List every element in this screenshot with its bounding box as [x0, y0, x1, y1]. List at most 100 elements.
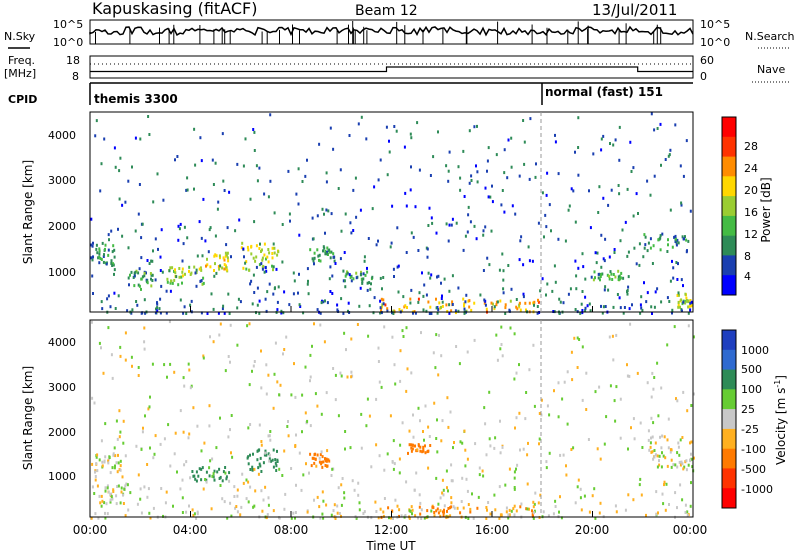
heatmap-cell	[566, 370, 569, 374]
heatmap-cell	[639, 303, 642, 307]
heatmap-cell	[183, 225, 186, 229]
heatmap-cell	[163, 363, 166, 367]
heatmap-cell	[328, 459, 331, 463]
heatmap-cell	[618, 296, 621, 300]
heatmap-cell	[137, 283, 140, 287]
heatmap-cell	[126, 483, 129, 487]
heatmap-cell	[684, 292, 687, 296]
heatmap-cell	[202, 276, 205, 280]
heatmap-cell	[370, 516, 373, 520]
heatmap-cell	[179, 222, 182, 226]
heatmap-cell	[419, 445, 422, 449]
heatmap-cell	[469, 510, 472, 514]
heatmap-cell	[217, 200, 220, 204]
heatmap-cell	[97, 256, 100, 260]
heatmap-cell	[423, 516, 426, 520]
heatmap-cell	[676, 506, 678, 510]
heatmap-cell	[417, 297, 420, 301]
heatmap-cell	[554, 280, 557, 284]
heatmap-cell	[371, 207, 374, 211]
heatmap-cell	[545, 225, 548, 229]
heatmap-cell	[313, 251, 316, 255]
heatmap-cell	[265, 453, 268, 457]
heatmap-cell	[134, 229, 137, 233]
heatmap-cell	[659, 435, 661, 439]
heatmap-cell	[218, 254, 221, 258]
heatmap-cell	[250, 252, 253, 256]
velocity-cbar-label: Velocity [m s-1]	[773, 375, 788, 465]
heatmap-cell	[653, 174, 656, 178]
heatmap-cell	[486, 256, 489, 260]
xtick-2400: 00:00	[673, 523, 708, 537]
heatmap-cell	[473, 301, 476, 305]
heatmap-cell	[496, 358, 499, 362]
heatmap-cell	[141, 222, 144, 226]
heatmap-cell	[320, 450, 323, 454]
heatmap-cell	[173, 370, 176, 374]
heatmap-cell	[401, 309, 404, 313]
heatmap-cell	[638, 483, 641, 487]
heatmap-cell	[466, 230, 469, 234]
heatmap-cell	[420, 508, 423, 512]
heatmap-cell	[615, 333, 618, 337]
heatmap-cell	[436, 275, 438, 279]
heatmap-cell	[150, 273, 153, 277]
heatmap-cell	[173, 452, 176, 456]
heatmap-cell	[194, 271, 197, 275]
colorbar-swatch	[722, 196, 736, 217]
heatmap-cell	[273, 251, 276, 255]
heatmap-cell	[124, 200, 127, 204]
heatmap-cell	[510, 509, 513, 513]
heatmap-cell	[572, 189, 575, 193]
freq-label-line1: Freq.	[8, 54, 35, 67]
heatmap-cell	[306, 267, 309, 271]
heatmap-cell	[313, 461, 316, 465]
heatmap-cell	[264, 451, 267, 455]
heatmap-cell	[489, 195, 492, 199]
heatmap-cell	[186, 176, 189, 180]
heatmap-cell	[112, 244, 115, 248]
heatmap-cell	[255, 265, 258, 269]
heatmap-cell	[91, 462, 94, 466]
heatmap-cell	[104, 511, 106, 515]
velocity-cbar-tick-25: 25	[741, 403, 755, 416]
heatmap-cell	[597, 211, 600, 214]
heatmap-cell	[225, 253, 228, 257]
heatmap-cell	[262, 264, 265, 268]
heatmap-cell	[353, 488, 356, 492]
heatmap-cell	[244, 137, 247, 141]
heatmap-cell	[600, 265, 603, 269]
heatmap-cell	[675, 397, 677, 401]
heatmap-cell	[262, 498, 265, 502]
heatmap-cell	[570, 187, 573, 191]
heatmap-cell	[520, 235, 523, 239]
heatmap-cell	[275, 267, 278, 271]
heatmap-cell	[577, 173, 580, 177]
heatmap-cell	[536, 311, 539, 315]
heatmap-cell	[113, 255, 116, 259]
colorbar-swatch	[722, 389, 736, 410]
heatmap-cell	[427, 224, 430, 227]
heatmap-cell	[287, 169, 290, 173]
heatmap-cell	[224, 254, 227, 258]
heatmap-cell	[515, 305, 518, 309]
heatmap-cell	[110, 495, 113, 499]
heatmap-cell	[533, 502, 536, 506]
heatmap-cell	[219, 484, 222, 487]
heatmap-cell	[590, 275, 593, 279]
heatmap-cell	[200, 311, 203, 315]
heatmap-cell	[392, 517, 394, 520]
heatmap-cell	[429, 276, 432, 280]
heatmap-cell	[532, 343, 535, 347]
heatmap-cell	[181, 267, 184, 271]
heatmap-cell	[677, 303, 680, 307]
heatmap-cell	[600, 273, 603, 276]
heatmap-cell	[227, 292, 230, 296]
heatmap-cell	[322, 300, 325, 304]
heatmap-cell	[513, 332, 516, 336]
heatmap-cell	[500, 343, 503, 346]
heatmap-cell	[675, 261, 678, 264]
heatmap-cell	[187, 362, 190, 366]
heatmap-cell	[284, 492, 287, 496]
heatmap-cell	[618, 125, 621, 129]
